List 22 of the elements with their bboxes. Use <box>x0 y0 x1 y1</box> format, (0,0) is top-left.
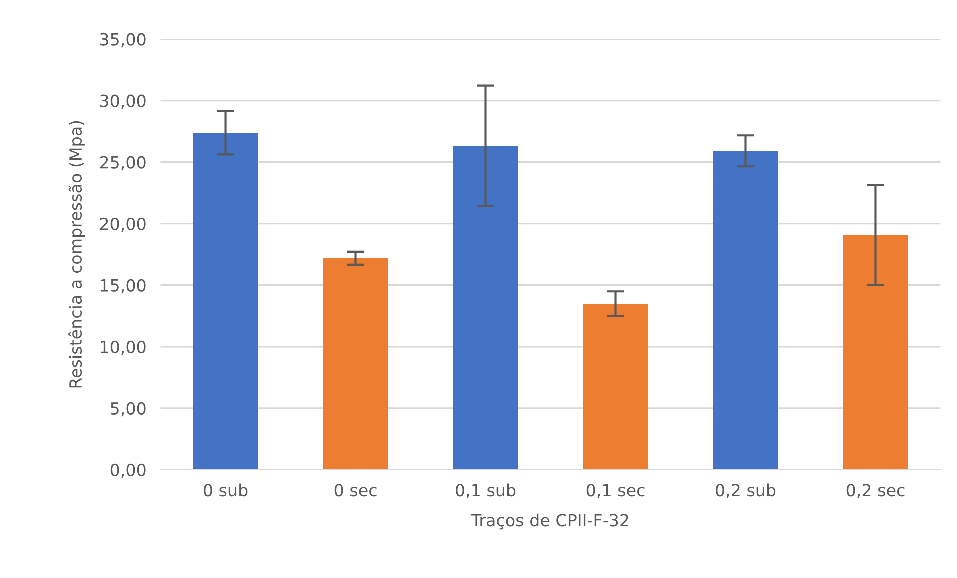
x-tick-label: 0,2 sec <box>846 484 905 498</box>
x-tick-label: 0,1 sec <box>586 484 645 498</box>
y-tick-label: 5,00 <box>111 402 146 417</box>
x-tick-label: 0 sec <box>334 484 377 497</box>
x-tick-label: 0 sub <box>204 484 248 497</box>
bar <box>193 133 258 470</box>
y-tick-label: 35,00 <box>100 33 146 48</box>
bar <box>843 235 908 470</box>
y-tick-label: 30,00 <box>100 94 146 110</box>
bar <box>583 304 648 470</box>
x-tick-label: 0,1 sub <box>456 484 516 498</box>
y-tick-label: 25,00 <box>100 156 146 171</box>
y-tick-label: 15,00 <box>101 279 146 294</box>
bar <box>453 146 518 470</box>
x-axis-title: Traços de CPII-F-32 <box>471 514 628 530</box>
bar <box>713 151 778 470</box>
y-tick-label: 20,00 <box>100 218 146 232</box>
x-tick-label: 0,2 sub <box>716 484 776 498</box>
bar <box>323 258 388 470</box>
y-axis-title: Resistência a compressão (Mpa) <box>68 121 86 388</box>
y-tick-label: 0,00 <box>110 464 146 478</box>
y-tick-label: 10,00 <box>101 340 146 356</box>
